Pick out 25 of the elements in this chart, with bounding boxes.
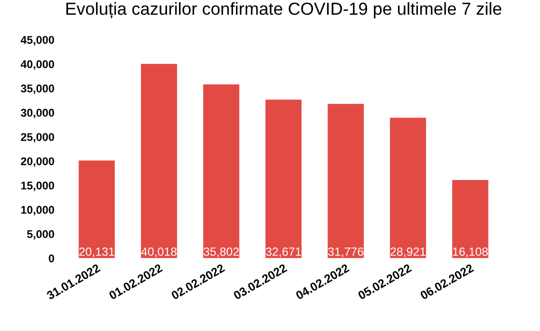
- chart-title: Evoluția cazurilor confirmate COVID-19 pe ultimele 7 zile: [66, 2, 502, 18]
- data-label: 35,802: [204, 247, 239, 258]
- data-label: 16,108: [453, 247, 488, 258]
- bar: [78, 160, 115, 258]
- bar: [452, 180, 488, 258]
- data-label: 40,018: [141, 247, 177, 258]
- data-label: 32,671: [266, 247, 301, 258]
- bar: [265, 100, 302, 258]
- bar: [390, 118, 426, 258]
- bar: [328, 104, 364, 258]
- data-label: 28,921: [390, 247, 426, 258]
- y-tick-label: 25,000: [20, 133, 54, 143]
- y-tick-label: 30,000: [20, 108, 54, 118]
- y-tick-label: 45,000: [20, 36, 54, 46]
- y-tick-label: 0: [48, 254, 54, 262]
- bar: [140, 64, 178, 258]
- y-tick-label: 10,000: [21, 206, 54, 216]
- y-tick-label: 15,000: [21, 182, 54, 192]
- y-tick-label: 40,000: [20, 60, 54, 70]
- data-label: 20,131: [79, 247, 114, 258]
- y-tick-label: 5,000: [27, 230, 54, 240]
- y-tick-label: 20,000: [20, 157, 54, 167]
- y-tick-label: 35,000: [20, 84, 54, 94]
- data-label: 31,776: [328, 247, 364, 258]
- bar: [203, 84, 240, 258]
